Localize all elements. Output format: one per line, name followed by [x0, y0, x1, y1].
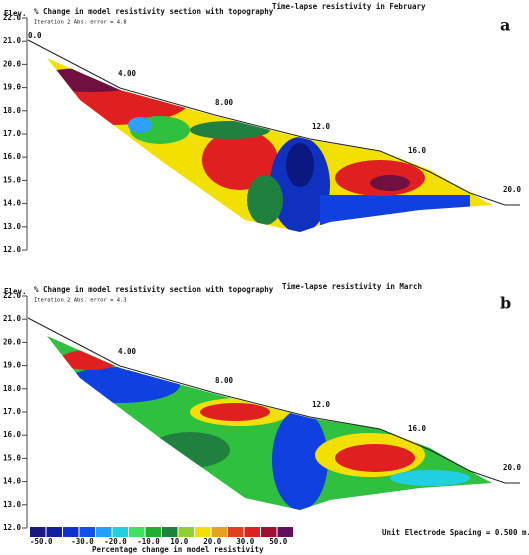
legend-swatch — [63, 527, 79, 537]
elev-tick-label: 18.0 — [3, 384, 22, 393]
elev-label: Elev. — [4, 287, 27, 296]
elev-tick-label: 13.0 — [3, 222, 22, 231]
legend-label: -50.0 — [30, 537, 53, 546]
distance-label: 4.00 — [118, 347, 137, 356]
elev-tick-label: 16.0 — [3, 152, 22, 161]
elev-tick-label: 17.0 — [3, 129, 22, 138]
legend-swatch — [261, 527, 277, 537]
topography-a — [27, 39, 520, 206]
legend-label: 30.0 — [236, 537, 255, 546]
elev-tick-label: 19.0 — [3, 361, 22, 370]
distance-label: 20.0 — [503, 185, 522, 194]
legend-swatch — [277, 527, 293, 537]
iteration: Iteration 2 Abs. error = 4.3 — [34, 298, 127, 304]
legend-label: 50.0 — [269, 537, 288, 546]
distance-label: 16.0 — [408, 146, 427, 155]
legend-swatch — [112, 527, 128, 537]
elev-tick-label: 16.0 — [3, 430, 22, 439]
legend-swatch — [30, 527, 46, 537]
panel-heading: Time-lapse resistivity in February — [272, 2, 426, 11]
legend-label: 20.0 — [203, 537, 222, 546]
legend-swatch — [178, 527, 194, 537]
distance-label: 4.00 — [118, 69, 137, 78]
legend-caption: Percentage change in model resistivity — [92, 545, 264, 554]
panel-heading: Time-lapse resistivity in March — [282, 282, 422, 291]
elev-tick-label: 21.0 — [3, 314, 22, 323]
section-b — [47, 336, 492, 510]
panel-title: % Change in model resistivity section wi… — [34, 285, 274, 294]
distance-label: 8.00 — [215, 376, 234, 385]
legend-swatch — [244, 527, 260, 537]
legend-swatch — [195, 527, 211, 537]
legend-label: -30.0 — [71, 537, 94, 546]
legend-label: -20.0 — [104, 537, 127, 546]
legend-label: 10.0 — [170, 537, 189, 546]
legend-swatch — [162, 527, 178, 537]
elev-tick-label: 14.0 — [3, 199, 22, 208]
distance-label: 12.0 — [312, 122, 331, 131]
elev-tick-label: 21.0 — [3, 36, 22, 45]
elev-tick-label: 15.0 — [3, 175, 22, 184]
electrode-spacing: Unit Electrode Spacing = 0.500 m. — [382, 528, 529, 537]
legend-swatch — [211, 527, 227, 537]
distance-label: 0.0 — [28, 31, 42, 40]
panel-letter: b — [500, 294, 511, 313]
elev-tick-label: 12.0 — [3, 523, 22, 532]
legend-label: -10.0 — [137, 537, 160, 546]
section-a — [47, 58, 492, 232]
legend-swatch — [145, 527, 161, 537]
elev-tick-label: 22.0 — [3, 13, 22, 22]
legend-swatch — [46, 527, 62, 537]
elev-tick-label: 17.0 — [3, 407, 22, 416]
distance-label: 12.0 — [312, 400, 331, 409]
iteration: Iteration 2 Abs. error = 4.8 — [34, 20, 127, 26]
elev-tick-label: 20.0 — [3, 337, 22, 346]
elev-tick-label: 15.0 — [3, 453, 22, 462]
distance-label: 16.0 — [408, 424, 427, 433]
legend-swatch — [79, 527, 95, 537]
elev-tick-label: 22.0 — [3, 291, 22, 300]
elev-tick-label: 14.0 — [3, 477, 22, 486]
legend-swatch — [129, 527, 145, 537]
panel-title: % Change in model resistivity section wi… — [34, 7, 274, 16]
elev-tick-label: 20.0 — [3, 59, 22, 68]
distance-label: 20.0 — [503, 463, 522, 472]
panel-letter: a — [500, 16, 510, 35]
elev-tick-label: 12.0 — [3, 245, 22, 254]
elev-label: Elev. — [4, 9, 27, 18]
elev-tick-label: 13.0 — [3, 500, 22, 509]
topography-b — [27, 317, 520, 484]
elev-tick-label: 19.0 — [3, 83, 22, 92]
elev-tick-label: 18.0 — [3, 106, 22, 115]
legend-swatch — [96, 527, 112, 537]
distance-label: 8.00 — [215, 98, 234, 107]
legend-swatch — [228, 527, 244, 537]
